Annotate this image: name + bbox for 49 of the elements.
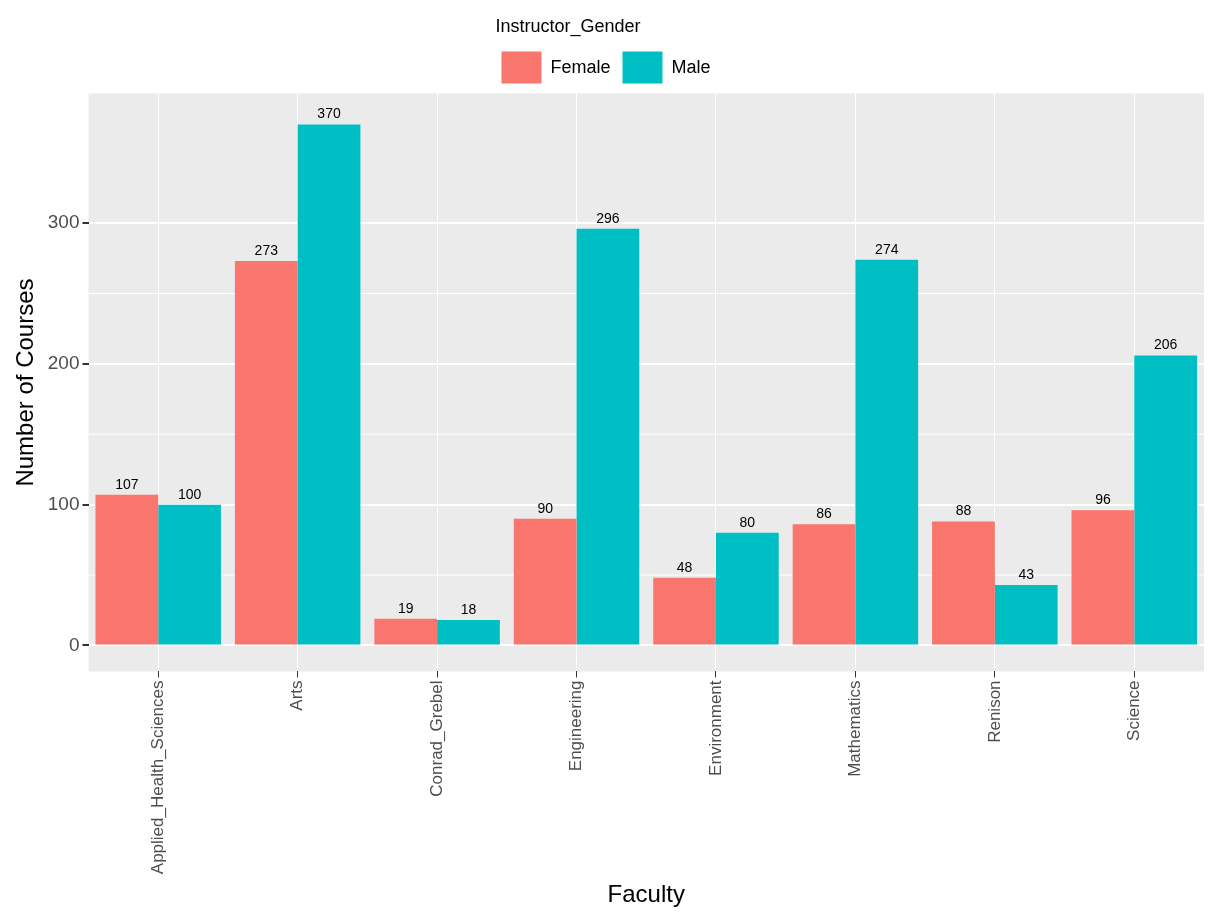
bar xyxy=(715,532,779,645)
x-tick-label: Engineering xyxy=(566,680,586,772)
data-label: 96 xyxy=(1095,491,1111,508)
y-axis-title: Number of Courses xyxy=(11,278,39,487)
bar xyxy=(994,584,1058,645)
data-label: 90 xyxy=(537,499,554,516)
bar xyxy=(1071,510,1135,645)
bar xyxy=(792,524,856,645)
bar xyxy=(576,228,640,645)
data-label: 107 xyxy=(115,475,139,492)
bar xyxy=(932,521,995,645)
data-label: 19 xyxy=(397,599,414,616)
data-label: 274 xyxy=(875,240,899,257)
x-tick-label: Environment xyxy=(705,680,725,776)
x-tick-label: Science xyxy=(1123,680,1143,741)
bar xyxy=(653,577,716,645)
legend-label: Female xyxy=(550,56,611,77)
y-tick-label: 100 xyxy=(47,492,80,514)
data-label: 43 xyxy=(1018,565,1035,582)
x-tick-label: Applied_Health_Sciences xyxy=(147,680,167,875)
bar xyxy=(437,620,500,645)
data-label: 273 xyxy=(254,241,279,258)
data-label: 88 xyxy=(955,502,972,519)
data-label: 18 xyxy=(460,600,477,617)
bar xyxy=(234,261,298,645)
y-tick-label: 0 xyxy=(68,633,80,655)
legend-title: Instructor_Gender xyxy=(495,15,641,37)
y-tick-label: 300 xyxy=(47,211,80,233)
x-tick-label: Conrad_Grebel xyxy=(426,680,446,797)
data-label: 48 xyxy=(676,558,693,575)
x-axis-title: Faculty xyxy=(607,880,685,908)
x-tick-label: Mathematics xyxy=(845,680,865,777)
y-tick-label: 200 xyxy=(47,352,80,374)
data-label: 100 xyxy=(177,485,202,502)
bar xyxy=(95,494,159,645)
data-label: 206 xyxy=(1153,336,1178,353)
bar xyxy=(158,504,221,645)
data-label: 370 xyxy=(317,105,341,122)
bar xyxy=(513,518,577,645)
legend-label: Male xyxy=(671,56,711,77)
data-label: 80 xyxy=(739,513,756,530)
bar xyxy=(297,124,361,645)
x-tick-label: Renison xyxy=(984,680,1004,743)
bar xyxy=(1134,355,1198,645)
bar xyxy=(374,618,438,645)
bar xyxy=(855,259,919,645)
x-tick-label: Arts xyxy=(287,680,307,711)
data-label: 86 xyxy=(816,505,833,522)
data-label: 296 xyxy=(596,209,620,226)
